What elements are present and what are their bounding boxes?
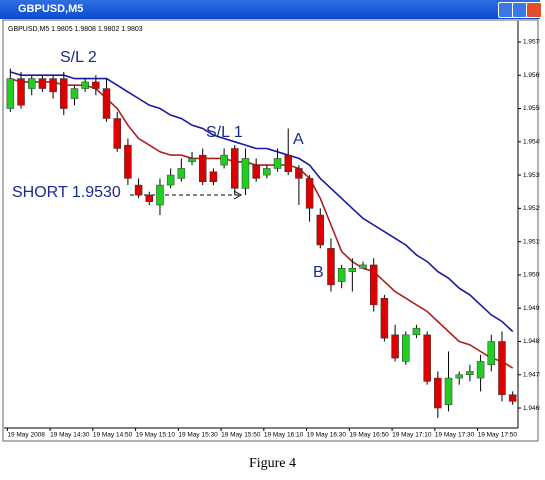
candle-body — [455, 374, 463, 379]
caption: Figure 4 — [248, 456, 297, 471]
candle-body — [241, 158, 250, 189]
candle-body — [508, 394, 517, 402]
x-tick-label: 19 May 15:10 — [136, 432, 176, 439]
y-tick-label: 1.9545 — [523, 139, 540, 146]
chart: GBPUSD,M5 1.9805 1.9808 1.9802 1.9803 S/… — [2, 19, 540, 442]
annotation: S/L 2 — [60, 49, 97, 66]
candle-body — [38, 78, 47, 89]
candle-body — [220, 154, 228, 166]
y-tick-label: 1.9505 — [523, 272, 540, 279]
candle-body — [295, 168, 303, 179]
moving-average — [10, 71, 514, 333]
y-tick-label: 1.9535 — [523, 172, 540, 179]
y-tick-label: 1.9555 — [523, 105, 540, 112]
candle-body — [423, 334, 431, 382]
candle-body — [327, 248, 335, 286]
x-tick-label: 19 May 16:50 — [349, 432, 389, 439]
candle-body — [412, 327, 421, 336]
annotation: B — [313, 264, 324, 281]
x-tick-label: 19 May 16:30 — [307, 432, 347, 439]
y-tick-label: 1.9495 — [523, 305, 540, 312]
annotation: S/L 1 — [206, 124, 243, 141]
candle-body — [145, 194, 154, 202]
candle-body — [6, 78, 15, 109]
candle-body — [70, 88, 79, 99]
candle-body — [113, 118, 121, 149]
candle-body — [305, 178, 314, 209]
candle-body — [380, 297, 389, 339]
candle-body — [434, 377, 442, 409]
candle-body — [391, 334, 399, 359]
x-tick-label: 19 May 15:50 — [221, 432, 261, 439]
candle-body — [27, 78, 36, 89]
x-tick-label: 19 May 14:50 — [93, 432, 133, 439]
candle-body — [124, 144, 132, 179]
candle-body — [166, 174, 175, 186]
annotation: A — [293, 131, 304, 148]
y-tick-label: 1.9475 — [523, 371, 540, 378]
candle-body — [81, 81, 89, 89]
candle-body — [402, 334, 410, 362]
candle-body — [156, 184, 164, 206]
y-tick-label: 1.9515 — [523, 238, 540, 245]
y-tick-label: 1.9575 — [523, 39, 540, 46]
x-tick-label: 19 May 17:30 — [435, 432, 475, 439]
candle-body — [273, 158, 282, 169]
y-tick-label: 1.9525 — [523, 205, 540, 212]
candle-body — [487, 341, 496, 366]
candle-body — [92, 81, 100, 89]
candle-body — [60, 78, 68, 109]
candle-body — [466, 371, 474, 376]
candle-body — [134, 184, 143, 196]
arrow-head — [233, 190, 243, 200]
candle-body — [316, 214, 325, 246]
annotation: SHORT 1.9530 — [12, 184, 121, 201]
candle-body — [177, 168, 186, 179]
candle-body — [209, 171, 218, 182]
candle-body — [284, 154, 292, 173]
candle-body — [348, 268, 357, 272]
candle-body — [17, 78, 25, 106]
candle-body — [102, 88, 111, 119]
candle-body — [252, 164, 260, 179]
candle-body — [188, 158, 196, 163]
x-tick-label: 19 May 17:50 — [478, 432, 518, 439]
x-tick-label: 19 May 17:10 — [392, 432, 432, 439]
candle-body — [49, 78, 57, 93]
candle-body — [498, 341, 506, 395]
candle-body — [231, 148, 239, 189]
chart-header: GBPUSD,M5 1.9805 1.9808 1.9802 1.9803 — [8, 26, 143, 33]
candle-body — [369, 264, 378, 306]
x-tick-label: 19 May 15:30 — [178, 432, 218, 439]
candle-body — [337, 268, 346, 282]
x-tick-label: 19 May 16:10 — [264, 432, 304, 439]
candle-body — [359, 264, 367, 269]
title-bar: GBPUSD,M5 — [0, 0, 542, 19]
candle-body — [198, 154, 207, 182]
y-tick-label: 1.9565 — [523, 72, 540, 79]
candle-body — [476, 361, 485, 379]
window: GBPUSD,M5 GBPUSD,M5 1.9805 1.9808 1.9802… — [0, 0, 542, 442]
x-tick-label: 19 May 2008 — [7, 432, 45, 439]
candle-body — [444, 377, 453, 405]
y-tick-label: 1.9465 — [523, 405, 540, 412]
y-tick-label: 1.9485 — [523, 338, 540, 345]
close-button[interactable] — [526, 2, 542, 18]
x-tick-label: 19 May 14:30 — [50, 432, 90, 439]
window-title: GBPUSD,M5 — [18, 3, 84, 15]
candle-body — [263, 168, 271, 176]
